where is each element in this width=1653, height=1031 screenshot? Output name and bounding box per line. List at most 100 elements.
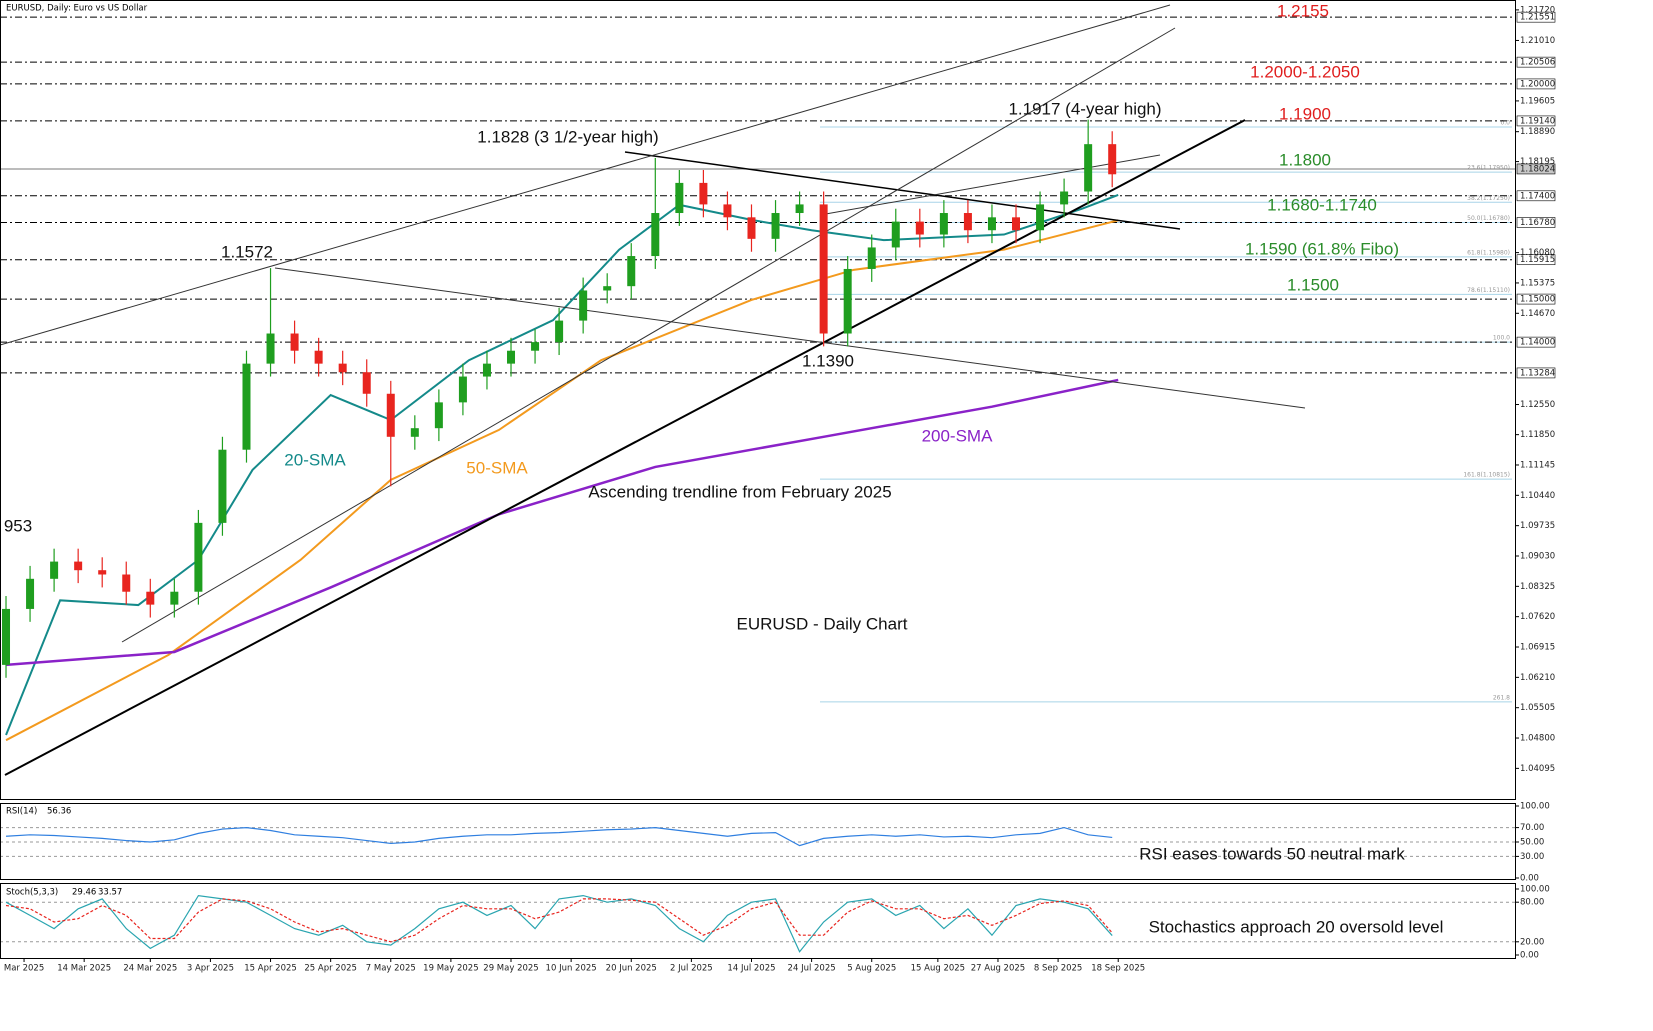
stoch-value: 29.46 [72, 888, 96, 898]
y-tick-label: 1.04800 [1520, 734, 1555, 744]
y-tick-label: 30.00 [1520, 852, 1544, 862]
y-tick-label: 1.14670 [1520, 309, 1555, 319]
candle-body [555, 320, 564, 343]
x-tick-label: 27 Aug 2025 [971, 964, 1025, 974]
fibo-label: 0.0 [1500, 119, 1510, 126]
candle-body [819, 204, 828, 334]
annotation: 1.1917 (4-year high) [1008, 99, 1161, 118]
candle-body [98, 570, 107, 575]
candle-body [338, 363, 347, 373]
level-label: 1.15915 [1520, 255, 1555, 265]
candle-body [218, 449, 227, 523]
annotation: 1.1828 (3 1/2-year high) [477, 127, 658, 146]
annotation: 1.2155 [1277, 1, 1329, 20]
fibo-label: 50.0(1.16780) [1467, 215, 1510, 222]
level-box [1516, 11, 1556, 23]
candle-body [458, 376, 467, 403]
candle-body [1084, 144, 1093, 192]
annotation: 953 [4, 516, 32, 535]
annotation: 1.2000-1.2050 [1250, 62, 1360, 81]
y-tick-label: 1.11850 [1520, 430, 1555, 440]
y-tick-label: 1.09030 [1520, 551, 1555, 561]
x-tick-label: 5 Aug 2025 [847, 964, 896, 974]
y-tick-label: 1.08325 [1520, 582, 1555, 592]
fibo-label: 261.8 [1493, 694, 1510, 701]
y-tick-label: 100.00 [1520, 885, 1550, 895]
rsi-frame [0, 803, 1516, 880]
fibo-label: 161.8(1.10815) [1463, 472, 1510, 479]
current-price-box [1516, 163, 1556, 175]
candle-body [1012, 217, 1021, 231]
x-tick-label: 29 May 2025 [483, 964, 538, 974]
y-tick-label: 1.21010 [1520, 36, 1555, 46]
candle-body [482, 363, 491, 377]
candle-body [1060, 191, 1069, 205]
candle-body [266, 333, 275, 364]
candle-body [242, 363, 251, 450]
x-tick-label: Mar 2025 [4, 964, 44, 974]
annotation: Stochastics approach 20 oversold level [1149, 917, 1444, 936]
candle-body [362, 372, 371, 394]
y-tick-label: 1.18195 [1520, 157, 1555, 167]
x-tick-label: 24 Jul 2025 [788, 964, 836, 974]
moving-average [5, 194, 1119, 736]
moving-average [5, 219, 1119, 742]
y-tick-label: 1.04095 [1520, 764, 1555, 774]
candle-body [194, 522, 203, 592]
y-tick-label: 100.00 [1520, 802, 1550, 812]
current-price-label: 1.18024 [1520, 164, 1555, 174]
candle-body [579, 290, 588, 321]
candle-body [915, 221, 924, 235]
x-tick-label: 18 Sep 2025 [1091, 964, 1145, 974]
x-tick-label: 3 Apr 2025 [187, 964, 234, 974]
candle-body [410, 428, 419, 437]
overlay-label: 50-SMA [466, 458, 528, 477]
candle-body [963, 213, 972, 231]
annotation: RSI eases towards 50 neutral mark [1139, 844, 1405, 863]
level-box [1516, 254, 1556, 266]
x-tick-label: 7 May 2025 [366, 964, 416, 974]
level-box [1516, 293, 1556, 305]
descending-trendline [274, 267, 1306, 409]
panel-frames [0, 0, 1516, 959]
oscillator-line [5, 898, 1113, 943]
level-box [1516, 115, 1556, 127]
level-box [1516, 78, 1556, 90]
level-label: 1.20000 [1520, 79, 1555, 89]
level-label: 1.21551 [1520, 13, 1555, 23]
candle-body [891, 221, 900, 248]
annotation: 1.1800 [1279, 150, 1331, 169]
trendlines [0, 4, 1306, 776]
fibo-label: 38.2(1.17250) [1467, 195, 1510, 202]
candles [2, 119, 1117, 678]
level-label: 1.16780 [1520, 218, 1555, 228]
rsi-title: RSI(14) [6, 807, 37, 817]
x-tick-label: 15 Apr 2025 [244, 964, 297, 974]
candle-body [939, 213, 948, 235]
candle-body [146, 591, 155, 605]
chart-title: EURUSD, Daily: Euro vs US Dollar [6, 4, 148, 14]
fibo-label: 23.6(1.17950) [1467, 165, 1510, 172]
y-tick-label: 0.00 [1520, 874, 1539, 884]
annotation: Ascending trendline from February 2025 [588, 482, 891, 501]
candle-body [507, 350, 516, 364]
stoch-value: 33.57 [98, 888, 122, 898]
y-tick-label: 0.00 [1520, 951, 1539, 961]
annotation: 1.1500 [1287, 275, 1339, 294]
level-box [1516, 217, 1556, 228]
candle-body [627, 256, 636, 287]
oscillator-line [5, 826, 1113, 847]
overlay-label: 200-SMA [922, 426, 994, 445]
stoch-frame [0, 883, 1516, 959]
annotation: 1.1680-1.1740 [1267, 195, 1377, 214]
candle-body [867, 247, 876, 269]
candle-body [290, 333, 299, 351]
y-tick-label: 1.18890 [1520, 127, 1555, 137]
y-tick-label: 20.00 [1520, 937, 1544, 947]
chart-heading: EURUSD - Daily Chart [737, 614, 908, 633]
descending-trendline [624, 151, 1181, 230]
level-label: 1.13284 [1520, 368, 1555, 378]
